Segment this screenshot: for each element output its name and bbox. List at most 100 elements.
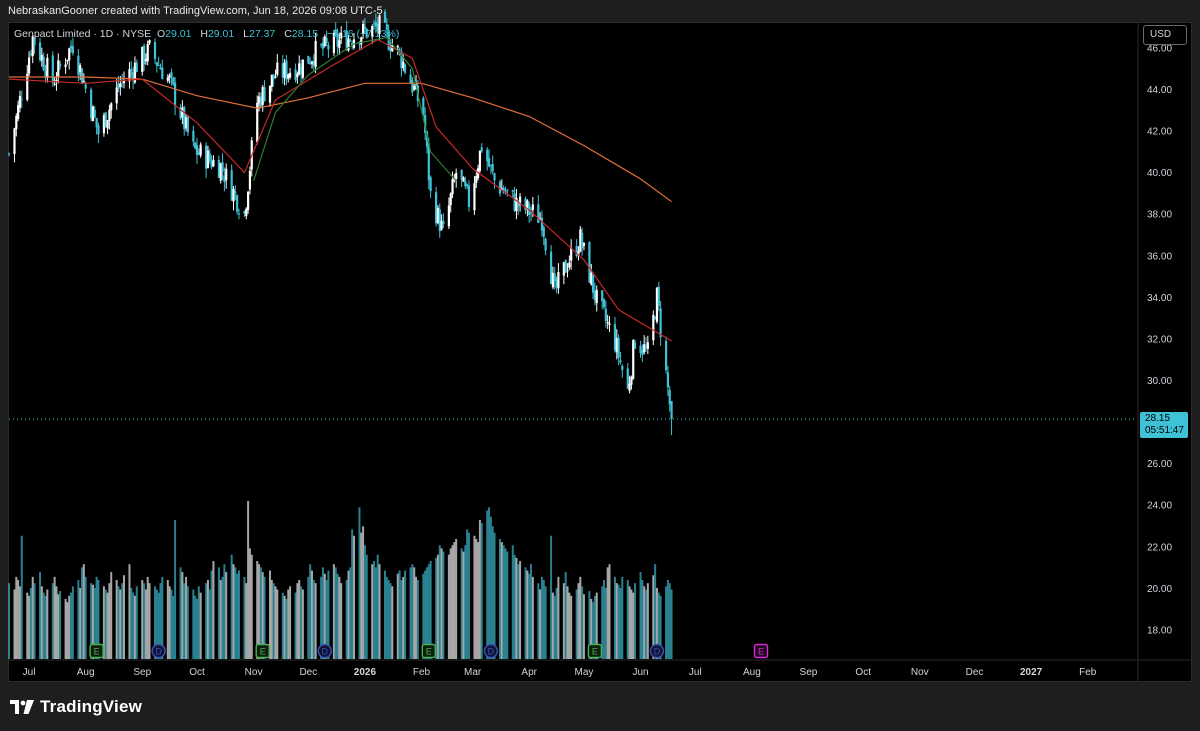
volume-bar [422,573,425,659]
candle-body [148,40,151,44]
volume-bar [530,564,533,659]
volume-bar [66,602,69,659]
volume-bar [217,567,220,659]
volume-bar [212,561,215,659]
volume-bar [524,567,527,659]
candle-body [385,24,388,30]
candle-body [347,38,350,51]
volume-bar [186,586,189,659]
candle-body [268,85,272,103]
volume-bar [289,586,292,659]
candle-body [230,170,233,201]
volume-bar [170,589,173,659]
time-axis[interactable]: Jul Aug Sep Oct Nov Dec 2026 Feb Mar Apr May Jun Jul… [23,667,1097,678]
candle-body [608,323,611,325]
symbol-legend: Genpact Limited · 1D · NYSE O29.01 H29.0… [14,28,399,40]
brand-name: TradingView [40,697,143,716]
candle-body [17,105,20,119]
candle-body [440,220,443,230]
volume-bar [91,584,94,659]
volume-bar [657,592,660,659]
volume-bar [97,580,100,659]
volume-bar [478,519,481,659]
candle-body [644,346,648,348]
candle-body [234,191,237,194]
volume-bar [26,592,29,659]
candle-body [654,317,657,320]
volume-bar [237,570,240,659]
candle-body [557,272,560,289]
volume-bar [389,583,392,659]
volume-bar [511,545,514,659]
candle-body [442,220,445,225]
volume-bar [371,564,374,659]
candle-body [632,340,635,379]
volume-bar [429,561,432,659]
volume-bar [464,545,467,659]
volume-bar [613,576,616,659]
volume-bar [376,554,379,659]
candle-body [486,149,489,162]
last-price-value: 28.15 [1145,413,1171,424]
candle-body [630,376,633,385]
candle-body [581,232,584,249]
candle-body [588,242,591,283]
candle-body [396,45,399,48]
volume-bar [539,589,542,659]
volume-bar [349,567,352,659]
volume-bar [117,586,120,659]
candle-body [363,26,367,29]
price-axis[interactable]: 46.00 44.00 42.00 40.00 38.00 36.00 34.00 32.00… [1147,43,1172,636]
volume-bar [632,592,635,659]
volume-bar [628,586,631,659]
volume-bar [590,598,593,659]
volume-bar [327,570,330,659]
volume-bar [270,580,273,659]
tradingview-logo[interactable]: TradingView [10,697,142,717]
candle-body [257,96,261,104]
candle-body [172,77,175,85]
candle-body [57,60,60,78]
candle-body [29,53,33,55]
volume-bar [119,589,122,659]
candle-body [664,340,668,371]
y-tick-label: 32.00 [1147,334,1172,345]
candle-body [212,159,215,167]
volume-bar [104,589,107,659]
volume-bar [31,576,34,659]
volume-bar [338,576,341,659]
candle-body [141,46,144,72]
currency-button[interactable]: USD [1143,25,1187,45]
volume-bar [347,570,350,659]
volume-bar [416,580,419,659]
volume-bar [15,576,18,659]
volume-bar [172,595,175,659]
candle-body [69,45,73,49]
volume-bar [263,576,266,659]
volume-bar [247,501,250,659]
future-earnings-marker-icon [753,643,769,659]
volume-bar [425,567,428,659]
candle-body [247,191,250,210]
candle-body [155,62,158,66]
volume-bar [411,564,414,659]
volume-bar [462,551,465,659]
volume-bar [236,573,239,659]
volume-bar [68,595,71,659]
candle-body [513,193,516,211]
candle-body [383,11,387,23]
candle-body [301,59,304,78]
volume-bar [455,538,458,659]
candle-body [436,207,440,223]
candle-body [447,205,450,227]
footer [0,682,1200,731]
open-value: 29.01 [165,28,192,40]
candle-body [310,61,314,64]
candle-body [307,55,310,64]
volume-bar [519,561,522,659]
symbol-name[interactable]: Genpact Limited · 1D · NYSE [14,28,152,40]
low-label: L [243,28,249,40]
candle-body [128,69,131,82]
candle-body [327,44,330,50]
